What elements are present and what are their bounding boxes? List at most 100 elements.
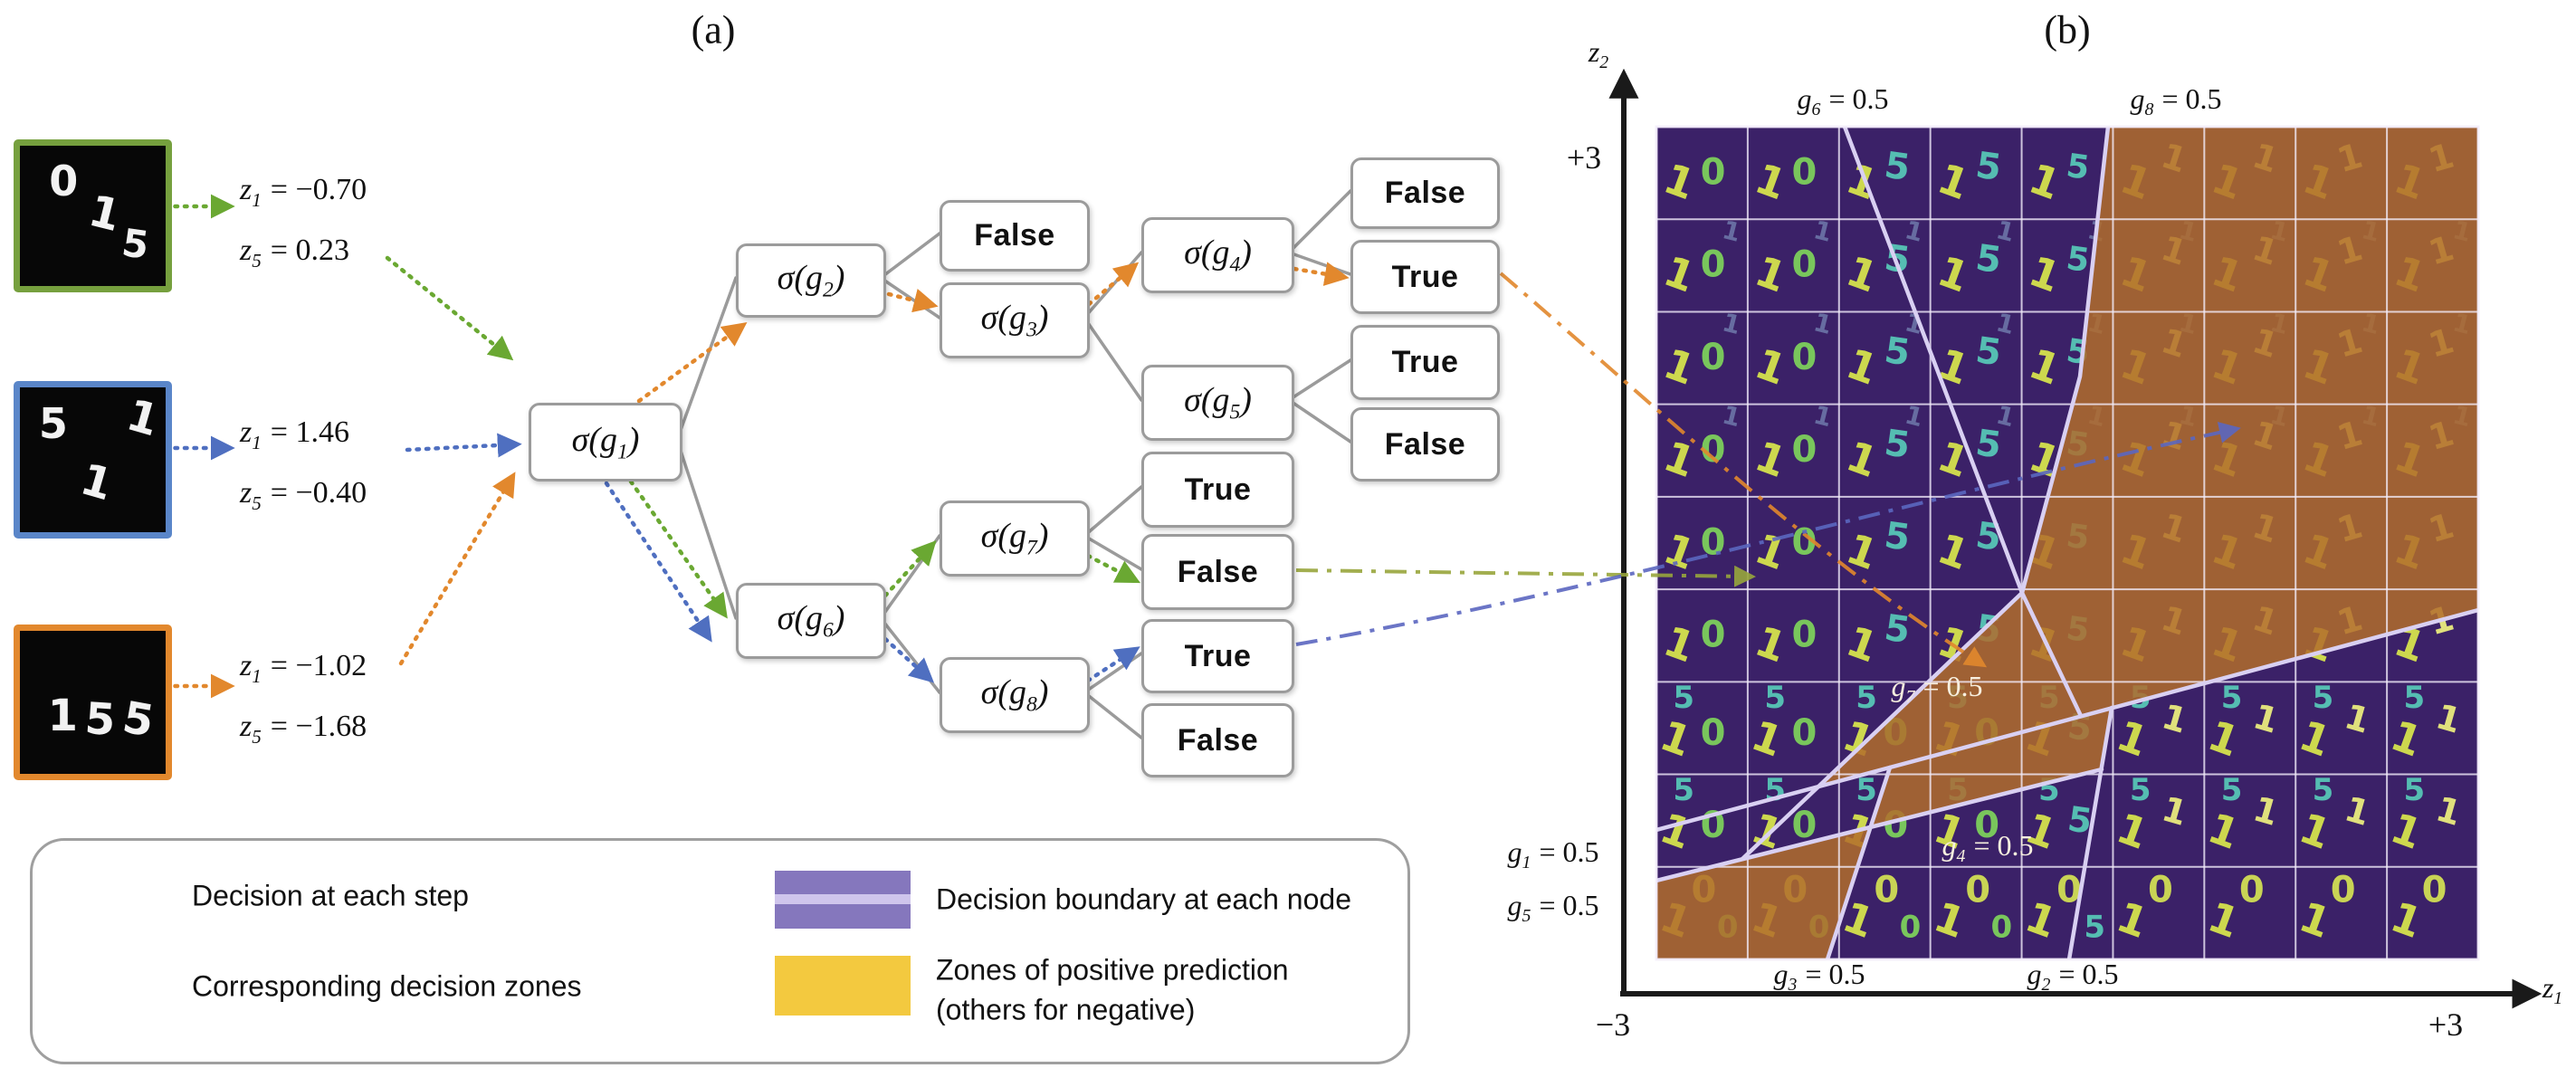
decision-boundary-line-2: [1656, 607, 2478, 833]
latent-cell-digit: 0: [1701, 244, 1726, 286]
decision-step-arrow-blue: [1085, 646, 1140, 683]
boundary-label-g7: g7 = 0.5: [1892, 670, 1983, 708]
z-sub: 5: [252, 249, 262, 272]
latent-cell-digit: 0: [1792, 429, 1818, 471]
sigma-post: ): [1240, 234, 1252, 272]
legend-item-decision-step: Decision at each step: [192, 879, 469, 912]
latent-cell-digit: 5: [1882, 329, 1913, 374]
leaf-label: True: [1391, 259, 1459, 294]
latent-cell-digit: 5: [2130, 772, 2151, 808]
tree-edge: [879, 232, 941, 280]
leaf-node-f3: False: [1350, 407, 1500, 482]
z-var: z: [240, 475, 253, 510]
latent-cell-digit: 0: [1701, 337, 1726, 378]
sigma-node-label: σ(g2): [778, 258, 845, 303]
decision-step-arrow-orange: [398, 472, 516, 666]
latent-cell-digit: 0: [1792, 805, 1818, 846]
leaf-label: False: [1177, 722, 1259, 758]
positive-zone-1: [1818, 593, 2081, 787]
sigma-node-label: σ(g6): [778, 598, 845, 644]
boundary-label-g4: g4 = 0.5: [1942, 829, 2034, 867]
z-eq: = −0.40: [270, 475, 367, 510]
latent-cell-digit: 0: [1792, 244, 1818, 286]
purple-swatch: [775, 871, 911, 929]
latent-cell-digit: 5: [1764, 772, 1786, 808]
z-eq: = 0.23: [270, 233, 349, 267]
leaf-label: True: [1184, 638, 1252, 673]
boundary-label-g1-var: g: [1507, 834, 1522, 868]
decision-step-arrow-orange: [1086, 262, 1140, 307]
input-digit: 5: [119, 219, 152, 268]
tree-edge: [1083, 316, 1143, 402]
input-digit: 1: [47, 691, 78, 742]
boundary-label-g3-sub: 3: [1788, 975, 1798, 996]
leaf-node-f4: False: [1141, 534, 1294, 610]
sigma-post: ): [833, 599, 845, 638]
z-var: z: [240, 649, 253, 682]
boundary-label-g8-sub: 8: [2144, 100, 2154, 120]
sigma-pre: σ(g: [980, 299, 1026, 338]
sigma-node-label: σ(g3): [981, 298, 1049, 343]
decision-step-arrow-orange: [1292, 262, 1350, 286]
plot-frame: [1655, 125, 2480, 961]
boundary-label-g6-var: g: [1797, 81, 1812, 115]
input-digit: 1: [74, 453, 119, 511]
sigma-sub: 4: [1229, 253, 1241, 277]
sigma-node-g6: σ(g6): [736, 583, 886, 659]
boundary-label-g5-sub: 5: [1522, 906, 1531, 927]
decision-step-arrow-blue: [604, 481, 712, 643]
z-eq: = 1.46: [270, 415, 349, 449]
tree-edge: [1083, 485, 1143, 538]
decision-step-arrow-orange: [636, 322, 748, 404]
boundary-label-g4-var: g: [1942, 828, 1957, 862]
latent-cell-digit: 5: [2084, 909, 2105, 945]
decision-boundary-line-4: [1740, 590, 2025, 862]
y-axis-max-tick: +3: [1566, 139, 1602, 176]
decision-step-arrow-green: [385, 255, 514, 361]
latent-cell-digit: 5: [1882, 515, 1913, 559]
sigma-node-label: σ(g8): [981, 672, 1049, 718]
sigma-sub: 7: [1026, 536, 1037, 560]
boundary-label-g3-eq: = 0.5: [1805, 957, 1865, 990]
input-digit: 0: [49, 157, 79, 206]
legend-item-positive-zones-line1: Zones of positive prediction: [936, 953, 1289, 987]
sigma-post: ): [1036, 517, 1049, 556]
sigma-node-g4: σ(g4): [1141, 217, 1294, 293]
sigma-node-label: σ(g5): [1184, 380, 1252, 425]
boundary-label-g1: g1 = 0.5: [1508, 835, 1599, 873]
latent-cell-digit: 0: [1701, 712, 1726, 754]
latent-cell-digit: 5: [2064, 148, 2092, 187]
positive-zone-3: [1656, 827, 1871, 959]
y-axis-var: z: [1588, 34, 1600, 68]
z-sub: 1: [252, 431, 262, 453]
sigma-node-label: σ(g1): [572, 420, 640, 465]
sigma-sub: 1: [616, 440, 628, 464]
decision-boundary-line-5: [1825, 765, 1893, 959]
z-sub: 5: [252, 725, 262, 748]
latent-cell-digit: 5: [1673, 680, 1694, 716]
input-digit: 5: [83, 692, 118, 746]
sigma-pre: σ(g: [980, 517, 1026, 556]
tree-edge: [675, 276, 738, 442]
sigma-post: ): [833, 259, 845, 298]
z-value-line: z5 = 0.23: [240, 225, 367, 286]
plot-grid: [1656, 127, 2478, 959]
boundary-label-g6: g6 = 0.5: [1798, 82, 1889, 120]
latent-cell-digit: 5: [2313, 772, 2334, 808]
decision-step-arrow-orange: [886, 288, 939, 313]
boundary-label-g5: g5 = 0.5: [1508, 889, 1599, 927]
boundary-label-g3: g3 = 0.5: [1774, 958, 1865, 996]
latent-cell-digit: 5: [2221, 680, 2243, 716]
leaf-label: True: [1184, 472, 1252, 507]
input-digit: 5: [38, 398, 68, 448]
x-axis-min-tick: −3: [1595, 1006, 1631, 1043]
latent-cell-digit: 5: [1973, 237, 2004, 281]
sigma-sub: 5: [1229, 400, 1241, 424]
z-value-line: z5 = −0.40: [240, 468, 367, 529]
latent-cell-digit: 5: [1882, 422, 1913, 466]
decision-step-arrow-green: [628, 479, 728, 619]
leaf-node-t4: True: [1141, 619, 1294, 693]
latent-cell-digit: 0: [1900, 909, 1922, 945]
sigma-sub: 3: [1026, 318, 1037, 342]
